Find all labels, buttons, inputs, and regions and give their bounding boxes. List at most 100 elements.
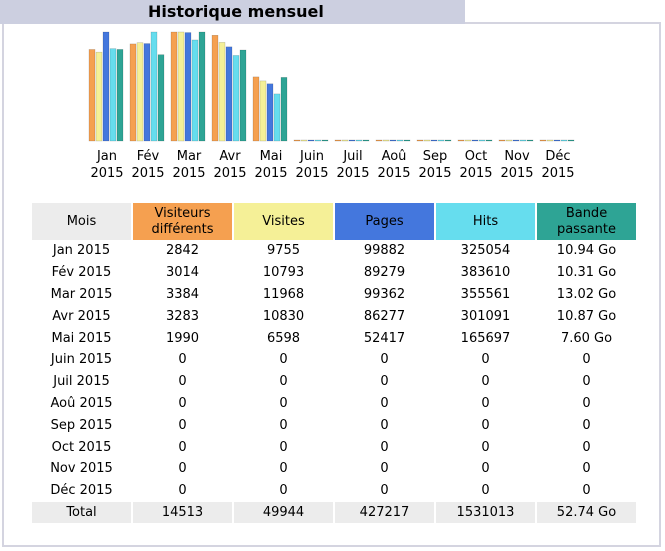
bar-pages-3 [225,46,233,142]
bar-hits-7 [396,139,404,142]
bar-pages-8 [430,139,438,142]
bar-pages-4 [266,83,274,142]
cell-visites: 0 [279,395,288,411]
table-row: Déc 2015 0 0 0 0 0 [32,480,636,502]
cell-bande: 0 [582,439,591,455]
x-tick-month-2: Mar [177,149,202,164]
bar-bande-8 [444,139,452,142]
cell-visiteurs: 0 [178,439,187,455]
col-visites: Visites [234,203,333,240]
bar-hits-10 [519,139,527,142]
cell-bande: 0 [582,461,591,477]
cell-visites: 0 [279,417,288,433]
bar-visiteurs-6 [334,139,342,142]
cell-bande: 0 [582,395,591,411]
cell-pages: 0 [380,483,389,499]
x-tick-month-6: Juil [342,149,362,164]
cell-pages: 0 [380,439,389,455]
cell-pages: 0 [380,417,389,433]
bar-visiteurs-0 [88,49,96,142]
cell-visiteurs: 1990 [165,330,200,346]
monthly-bar-chart: Jan 2015 Fév 2015 Mar 2015 Avr 2015 Mai 2015 Juin 2… [88,31,575,181]
col-hits: Hits [436,203,535,240]
bar-visites-4 [259,80,267,142]
cell-bande: 10.94 Go [556,243,617,259]
bar-visites-8 [423,139,431,142]
cell-visiteurs: 3014 [165,265,200,281]
table-row: Juin 2015 0 0 0 0 0 [32,349,636,371]
table-row: Mar 2015 3384 11968 99362 355561 13.02 Go [32,284,636,306]
cell-hits: 0 [481,461,490,477]
cell-hits: 1531013 [436,501,535,523]
bar-hits-5 [314,139,322,142]
cell-bande: 10.31 Go [556,265,617,281]
cell-mois: Sep 2015 [50,417,113,433]
cell-visites: 10793 [262,265,305,281]
cell-visites: 6598 [266,330,301,346]
bar-hits-11 [560,139,568,142]
bar-pages-1 [143,43,151,142]
cell-mois: Aoû 2015 [50,395,113,411]
x-tick-month-8: Sep [423,149,448,164]
cell-hits: 0 [481,352,490,368]
cell-mois: Juil 2015 [53,374,110,390]
bar-hits-3 [232,55,240,142]
cell-mois: Déc 2015 [50,483,113,499]
x-tick-year-8: 2015 [418,166,451,181]
cell-pages: 0 [380,352,389,368]
cell-bande: 10.87 Go [556,308,617,324]
cell-hits: 355561 [460,286,511,302]
bar-visiteurs-1 [129,43,137,142]
cell-visiteurs: 3384 [165,286,200,302]
bar-visiteurs-11 [539,139,547,142]
table-row: Avr 2015 3283 10830 86277 301091 10.87 Go [32,305,636,327]
cell-visiteurs: 14513 [133,501,232,523]
bar-visites-10 [505,139,513,142]
table-header-row: Mois Visiteurs différents Visites Pages … [32,203,636,240]
bar-bande-6 [362,139,370,142]
bar-visites-7 [382,139,390,142]
bar-visites-3 [218,42,226,142]
table-row: Nov 2015 0 0 0 0 0 [32,458,636,480]
bar-pages-7 [389,139,397,142]
cell-pages: 0 [380,395,389,411]
bar-visites-2 [177,31,185,142]
x-tick-year-10: 2015 [500,166,533,181]
bar-visiteurs-2 [170,31,178,142]
cell-visiteurs: 3283 [165,308,200,324]
bar-visites-9 [464,139,472,142]
cell-hits: 0 [481,483,490,499]
cell-visites: 0 [279,461,288,477]
monthly-stats-table: Mois Visiteurs différents Visites Pages … [30,203,638,523]
cell-visiteurs: 0 [178,417,187,433]
x-tick-year-3: 2015 [213,166,246,181]
cell-visites: 10830 [262,308,305,324]
cell-mois: Juin 2015 [50,352,113,368]
x-tick-year-7: 2015 [377,166,410,181]
x-tick-year-0: 2015 [90,166,123,181]
bar-hits-2 [191,39,199,142]
cell-bande: 0 [582,483,591,499]
bar-hits-6 [355,139,363,142]
bar-bande-11 [567,139,575,142]
x-tick-month-10: Nov [504,149,530,164]
bar-bande-2 [198,31,206,142]
bar-visiteurs-3 [211,35,219,142]
cell-hits: 383610 [460,265,511,281]
table-total-row: Total 14513 49944 427217 1531013 52.74 Go [32,501,636,523]
cell-visiteurs: 0 [178,483,187,499]
table-row: Aoû 2015 0 0 0 0 0 [32,393,636,415]
bar-bande-4 [280,77,288,142]
table-row: Sep 2015 0 0 0 0 0 [32,414,636,436]
cell-bande: 7.60 Go [560,330,613,346]
cell-visites: 49944 [234,501,333,523]
col-pages: Pages [335,203,434,240]
table-row: Juil 2015 0 0 0 0 0 [32,371,636,393]
bar-bande-10 [526,139,534,142]
bar-hits-1 [150,31,158,142]
cell-pages: 427217 [335,501,434,523]
cell-visiteurs: 0 [178,395,187,411]
col-bande: Bande passante [537,203,636,240]
col-visiteurs: Visiteurs différents [133,203,232,240]
table-row: Jan 2015 2842 9755 99882 325054 10.94 Go [32,240,636,262]
